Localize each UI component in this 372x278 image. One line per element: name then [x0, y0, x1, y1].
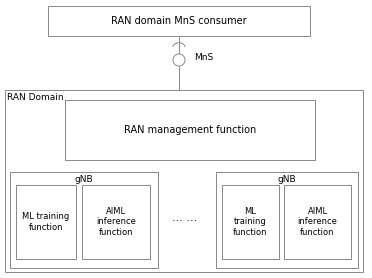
Bar: [16, 185, 76, 259]
Text: RAN domain MnS consumer: RAN domain MnS consumer: [111, 16, 247, 26]
Text: ML training
function: ML training function: [22, 212, 70, 232]
Text: gNB: gNB: [75, 175, 93, 185]
Bar: [284, 185, 351, 259]
Bar: [48, 6, 310, 36]
Text: RAN management function: RAN management function: [124, 125, 256, 135]
Text: AIML
inference
function: AIML inference function: [298, 207, 337, 237]
Bar: [5, 90, 363, 272]
Bar: [10, 172, 158, 268]
Bar: [216, 172, 358, 268]
Text: ... ...: ... ...: [172, 213, 198, 223]
Bar: [82, 185, 150, 259]
Bar: [222, 185, 279, 259]
Circle shape: [173, 54, 185, 66]
Text: AIML
inference
function: AIML inference function: [96, 207, 136, 237]
Text: gNB: gNB: [278, 175, 296, 185]
Bar: [65, 100, 315, 160]
Text: MnS: MnS: [194, 53, 213, 63]
Text: ML
training
function: ML training function: [233, 207, 268, 237]
Text: RAN Domain: RAN Domain: [7, 93, 63, 103]
